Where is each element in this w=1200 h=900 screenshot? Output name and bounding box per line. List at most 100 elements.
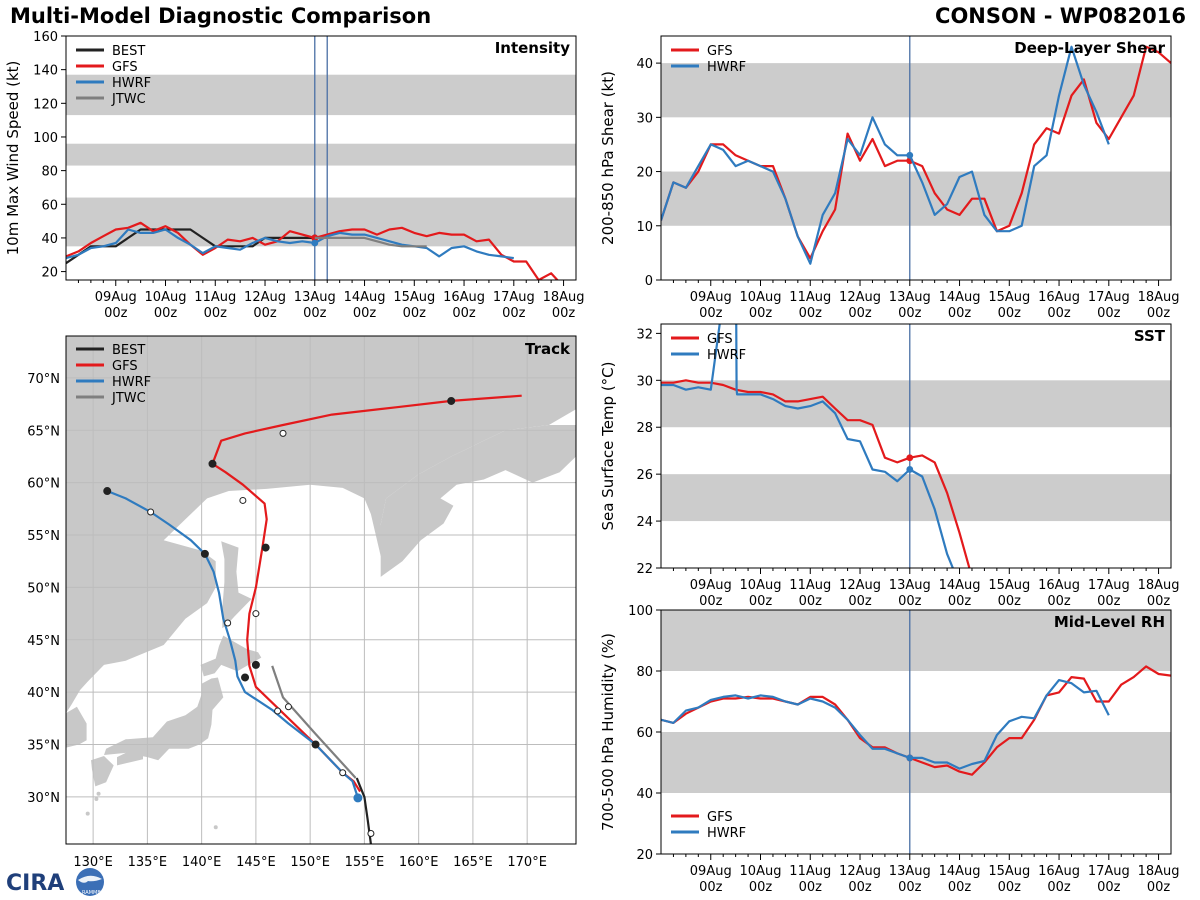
rh-ylabel: 700-500 hPa Humidity (%) — [599, 633, 617, 831]
track-marker-open — [279, 429, 287, 437]
shear-xtick-day: 09Aug — [690, 290, 732, 305]
rh-band — [661, 732, 1171, 793]
sst-legend-label-hwrf: HWRF — [707, 348, 746, 363]
rh-xtick-hour: 00z — [749, 880, 773, 895]
rh-xtick-day: 18Aug — [1138, 864, 1180, 879]
intensity-plot-area — [66, 36, 576, 280]
sst-xtick-hour: 00z — [898, 594, 922, 609]
shear-xtick-day: 14Aug — [939, 290, 981, 305]
intensity-xtick-day: 18Aug — [543, 290, 585, 305]
rh-xtick-hour: 00z — [799, 880, 823, 895]
sst-xtick-day: 18Aug — [1138, 578, 1180, 593]
sst-ytick-label: 30 — [636, 374, 653, 389]
intensity-band — [66, 143, 576, 166]
intensity-legend-label-best: BEST — [112, 44, 145, 59]
rh-xtick-day: 17Aug — [1088, 864, 1130, 879]
intensity-series-hwrf — [66, 228, 514, 260]
shear-xtick-hour: 00z — [998, 306, 1022, 321]
track-lon-label: 160°E — [399, 855, 439, 870]
intensity-xtick-hour: 00z — [403, 306, 427, 321]
track-legend-label-jtwc: JTWC — [111, 391, 146, 406]
korea-peninsula — [66, 706, 87, 748]
track-series-jtwc — [271, 665, 357, 779]
track-marker-current — [353, 793, 363, 803]
rh-panel: 2040608010009Aug00z10Aug00z11Aug00z12Aug… — [599, 604, 1180, 895]
shear-panel: 01020304009Aug00z10Aug00z11Aug00z12Aug00… — [599, 35, 1180, 321]
intensity-frame — [65, 35, 577, 281]
track-lat-label: 60°N — [27, 477, 60, 492]
intensity-ytick-label: 120 — [33, 97, 58, 112]
shear-series-gfs — [661, 45, 1171, 260]
small-island — [96, 791, 101, 796]
sst-xtick-day: 15Aug — [988, 578, 1030, 593]
intensity-ytick-label: 20 — [41, 266, 58, 281]
rh-xtick-hour: 00z — [998, 880, 1022, 895]
track-marker-solid — [447, 396, 456, 405]
track-marker-solid — [200, 549, 209, 558]
shear-xtick-hour: 00z — [1047, 306, 1071, 321]
intensity-xtick-hour: 00z — [552, 306, 576, 321]
shear-ylabel: 200-850 hPa Shear (kt) — [599, 71, 617, 245]
intensity-xtick-hour: 00z — [502, 306, 526, 321]
rh-legend-label-gfs: GFS — [707, 810, 733, 825]
sst-xtick-day: 16Aug — [1038, 578, 1080, 593]
sst-current-point-gfs — [906, 454, 914, 462]
shear-plot-area — [661, 36, 1171, 280]
shear-ytick-label: 20 — [636, 166, 653, 181]
intensity-xtick-hour: 00z — [253, 306, 277, 321]
track-series-gfs — [211, 394, 522, 793]
rh-xtick-day: 13Aug — [889, 864, 931, 879]
cira-logo-text: CIRA — [6, 871, 64, 896]
shear-xtick-hour: 00z — [948, 306, 972, 321]
intensity-ytick-label: 40 — [41, 232, 58, 247]
sst-band — [661, 380, 1171, 428]
sst-band — [661, 474, 1171, 522]
kyushu-island — [91, 756, 114, 787]
track-lat-label: 35°N — [27, 738, 60, 753]
rammb-globe-icon — [76, 868, 104, 896]
track-lat-label: 70°N — [27, 372, 60, 387]
rh-xtick-day: 10Aug — [740, 864, 782, 879]
track-marker-solid — [251, 660, 260, 669]
intensity-xtick-hour: 00z — [303, 306, 327, 321]
sst-legend-label-gfs: GFS — [707, 332, 733, 347]
shear-band — [661, 171, 1171, 226]
intensity-xtick-day: 09Aug — [95, 290, 137, 305]
rh-xtick-day: 12Aug — [839, 864, 881, 879]
track-marker-open — [252, 610, 260, 618]
intensity-current-point-gfs — [311, 234, 319, 242]
rh-plot-area — [661, 610, 1171, 854]
intensity-xtick-day: 13Aug — [294, 290, 336, 305]
rh-xtick-hour: 00z — [1147, 880, 1171, 895]
shear-frame — [660, 35, 1172, 281]
sst-ytick-label: 24 — [636, 515, 653, 530]
track-series-best — [355, 777, 372, 844]
rh-xtick-hour: 00z — [848, 880, 872, 895]
intensity-panel: 2040608010012014016009Aug00z10Aug00z11Au… — [4, 30, 585, 321]
track-marker-solid — [311, 740, 320, 749]
sst-ytick-label: 26 — [636, 468, 653, 483]
sst-xtick-day: 11Aug — [789, 578, 831, 593]
storm-title: CONSON - WP082016 — [935, 4, 1186, 28]
track-lon-label: 165°E — [453, 855, 493, 870]
sst-xtick-day: 13Aug — [889, 578, 931, 593]
track-frame — [65, 335, 577, 845]
sst-xtick-day: 10Aug — [740, 578, 782, 593]
intensity-xtick-hour: 00z — [452, 306, 476, 321]
sakhalin-island — [221, 541, 252, 629]
sst-series-hwrf — [661, 324, 955, 568]
sst-plot-area — [661, 324, 1171, 568]
track-marker-open — [367, 830, 375, 838]
shear-title: Deep-Layer Shear — [1014, 39, 1165, 57]
rh-current-point-hwrf — [906, 754, 914, 762]
track-lon-label: 135°E — [128, 855, 168, 870]
sst-xtick-day: 17Aug — [1088, 578, 1130, 593]
track-marker-solid — [208, 459, 217, 468]
shear-xtick-hour: 00z — [799, 306, 823, 321]
intensity-xtick-hour: 00z — [353, 306, 377, 321]
page-title: Multi-Model Diagnostic Comparison — [10, 4, 432, 28]
sst-xtick-day: 14Aug — [939, 578, 981, 593]
intensity-band — [66, 74, 576, 116]
intensity-xtick-day: 10Aug — [145, 290, 187, 305]
